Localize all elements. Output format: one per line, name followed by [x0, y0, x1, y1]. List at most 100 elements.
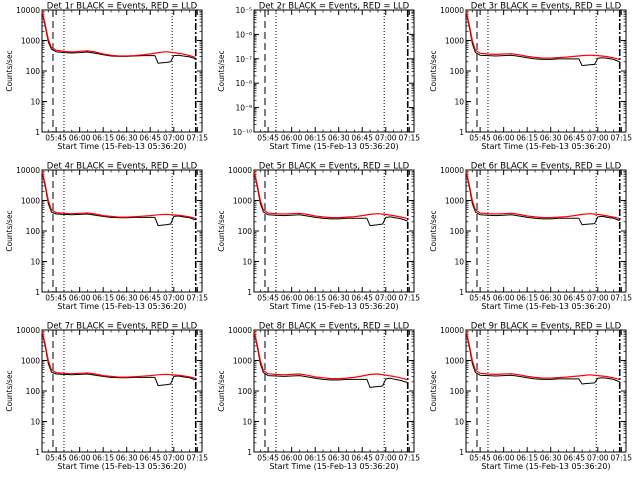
y-tick-label: 10000	[440, 166, 464, 175]
y-tick-label: 1000	[445, 357, 464, 366]
x-tick-label: 06:00	[281, 294, 303, 303]
plot-frame	[41, 9, 203, 133]
x-tick-label: 06:00	[493, 454, 515, 463]
y-axis-label: Counts/sec	[217, 370, 226, 411]
x-tick-label: 07:15	[186, 454, 208, 463]
plot-frame	[41, 169, 203, 293]
x-tick-label: 06:00	[69, 134, 91, 143]
x-tick-label: 05:45	[45, 294, 67, 303]
x-tick-label: 07:00	[375, 134, 397, 143]
y-tick-label: 100	[238, 387, 253, 396]
y-tick-label: 1	[247, 448, 252, 457]
panel-det-9: Det 9r BLACK = Events, RED = LLD 1 10 100 10…	[429, 322, 632, 472]
plot-frame	[465, 169, 627, 293]
panel-det-7: Det 7r BLACK = Events, RED = LLD 1 10 100 10…	[5, 322, 208, 472]
series-lld	[465, 170, 620, 220]
plot-frame	[253, 329, 415, 453]
y-tick-label: 1000	[445, 37, 464, 46]
x-tick-label: 07:00	[587, 134, 609, 143]
series-lld	[465, 10, 620, 60]
x-tick-label: 06:30	[540, 454, 562, 463]
x-axis-label: Start Time (15-Feb-13 05:36:20)	[57, 462, 186, 471]
x-tick-label: 06:45	[563, 454, 585, 463]
x-tick-label: 07:00	[163, 134, 185, 143]
x-tick-label: 06:00	[69, 454, 91, 463]
y-tick-label: 100	[450, 387, 465, 396]
x-tick-label: 06:45	[351, 294, 373, 303]
series-events	[253, 331, 408, 388]
x-tick-label: 06:00	[69, 294, 91, 303]
x-axis-label: Start Time (15-Feb-13 05:36:20)	[481, 462, 610, 471]
x-tick-label: 06:45	[139, 294, 161, 303]
series-lld	[253, 330, 408, 381]
x-tick-label: 06:15	[516, 134, 538, 143]
y-axis-label: Counts/sec	[5, 50, 14, 91]
x-tick-label: 07:00	[587, 294, 609, 303]
x-tick-label: 06:15	[516, 454, 538, 463]
series-events	[465, 11, 620, 67]
x-tick-label: 05:45	[469, 294, 491, 303]
y-tick-label: 1000	[21, 357, 40, 366]
x-tick-label: 05:45	[469, 454, 491, 463]
x-tick-label: 05:45	[45, 134, 67, 143]
y-tick-label: 10000	[440, 6, 464, 15]
panel-det-2: Det 2r BLACK = Events, RED = LLD 10⁻¹⁰ 10⁻…	[217, 2, 420, 152]
x-tick-label: 06:15	[92, 454, 114, 463]
y-tick-label: 100	[238, 227, 253, 236]
y-tick-label: 10⁻⁵	[235, 6, 252, 15]
x-tick-label: 07:15	[610, 454, 632, 463]
series-events	[41, 171, 196, 227]
x-tick-label: 06:15	[304, 454, 326, 463]
plot-frame	[465, 329, 627, 453]
y-tick-label: 1000	[445, 197, 464, 206]
x-tick-label: 05:45	[45, 454, 67, 463]
y-tick-label: 1000	[21, 37, 40, 46]
y-tick-label: 10	[30, 258, 40, 267]
x-tick-label: 06:45	[351, 134, 373, 143]
x-tick-label: 07:15	[398, 454, 420, 463]
y-tick-label: 10	[454, 258, 464, 267]
panel-det-8: Det 8r BLACK = Events, RED = LLD 1 10 100 10…	[217, 322, 420, 472]
y-tick-label: 100	[26, 67, 41, 76]
panel-det-5: Det 5r BLACK = Events, RED = LLD 1 10 100 10…	[217, 162, 420, 312]
x-tick-label: 06:45	[139, 134, 161, 143]
y-tick-label: 1000	[233, 197, 252, 206]
x-tick-label: 07:15	[398, 294, 420, 303]
x-tick-label: 06:45	[139, 454, 161, 463]
x-tick-label: 06:45	[563, 134, 585, 143]
y-tick-label: 1	[459, 448, 464, 457]
x-axis-label: Start Time (15-Feb-13 05:36:20)	[57, 142, 186, 151]
x-tick-label: 06:00	[493, 294, 515, 303]
series-events	[253, 171, 408, 227]
panel-title: Det 8r BLACK = Events, RED = LLD	[259, 322, 410, 332]
y-axis-label: Counts/sec	[429, 210, 438, 251]
y-tick-label: 1	[459, 288, 464, 297]
y-axis-label: Counts/sec	[5, 370, 14, 411]
panel-det-6: Det 6r BLACK = Events, RED = LLD 1 10 100 10…	[429, 162, 632, 312]
series-events	[465, 331, 620, 385]
y-tick-label: 10⁻⁹	[235, 104, 252, 113]
y-axis-label: Counts/sec	[5, 210, 14, 251]
x-tick-label: 06:45	[351, 454, 373, 463]
y-tick-label: 10000	[440, 326, 464, 335]
y-tick-label: 100	[26, 387, 41, 396]
y-tick-label: 10000	[16, 326, 40, 335]
x-tick-label: 07:00	[163, 294, 185, 303]
x-tick-label: 06:15	[92, 134, 114, 143]
y-tick-label: 10000	[16, 6, 40, 15]
x-tick-label: 05:45	[257, 134, 279, 143]
y-tick-label: 10⁻⁶	[235, 30, 252, 39]
x-axis-label: Start Time (15-Feb-13 05:36:20)	[481, 302, 610, 311]
y-tick-label: 100	[450, 227, 465, 236]
y-tick-label: 100	[450, 67, 465, 76]
y-tick-label: 1	[459, 128, 464, 137]
y-tick-label: 1	[35, 288, 40, 297]
y-tick-label: 10000	[228, 166, 252, 175]
y-tick-label: 10000	[228, 326, 252, 335]
y-tick-label: 1	[35, 448, 40, 457]
x-tick-label: 06:30	[540, 134, 562, 143]
series-events	[41, 331, 196, 387]
x-tick-label: 06:15	[304, 294, 326, 303]
x-tick-label: 05:45	[469, 134, 491, 143]
